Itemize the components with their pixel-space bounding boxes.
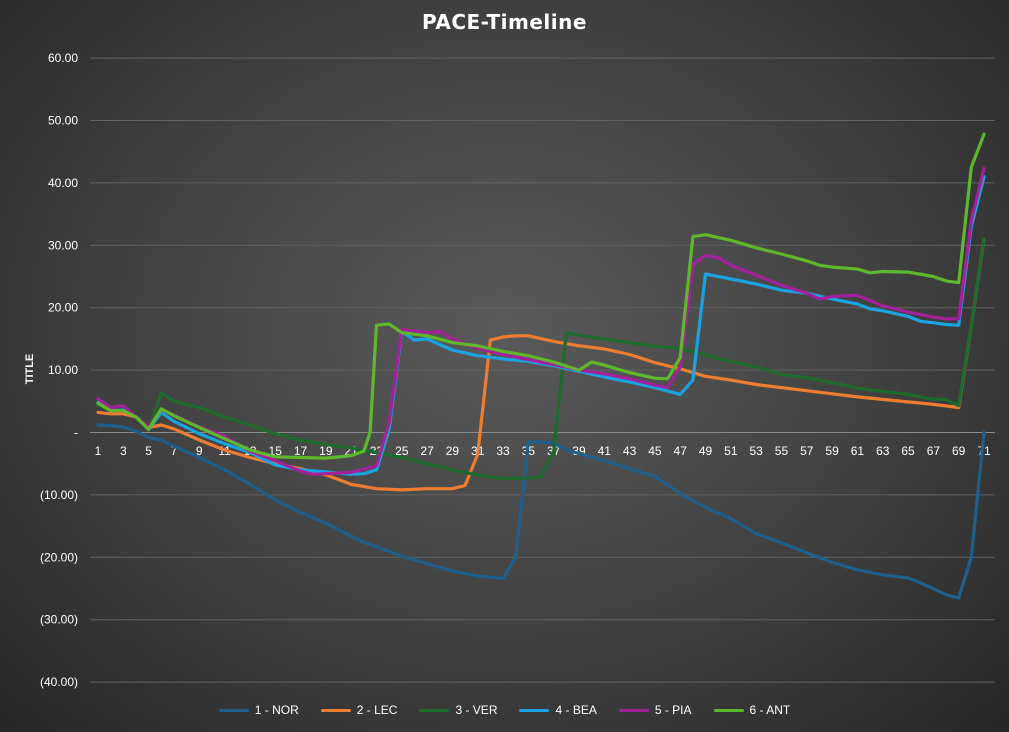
x-tick-label: 55 (775, 444, 789, 458)
y-tick-label: 40.00 (48, 176, 78, 190)
x-tick-label: 61 (851, 444, 865, 458)
y-tick-label: (10.00) (40, 488, 78, 502)
series-lines (96, 132, 986, 600)
x-tick-label: 27 (420, 444, 434, 458)
y-tick-label: 20.00 (48, 301, 78, 315)
x-tick-label: 45 (648, 444, 662, 458)
legend-label: 4 - BEA (555, 703, 597, 717)
x-tick-label: 29 (446, 444, 460, 458)
x-tick-label: 59 (825, 444, 839, 458)
x-tick-label: 69 (952, 444, 966, 458)
legend-item: 3 - VER (419, 703, 497, 717)
x-tick-label: 25 (395, 444, 409, 458)
x-tick-label: 41 (598, 444, 612, 458)
x-tick-label: 65 (901, 444, 915, 458)
y-axis-tick-labels: 60.00 50.00 40.00 30.00 20.00 10.00 - (10.00) (2… (40, 51, 78, 689)
y-tick-label: 60.00 (48, 51, 78, 65)
y-tick-label: 30.00 (48, 238, 78, 252)
x-tick-label: 3 (120, 444, 127, 458)
x-tick-label: 47 (674, 444, 688, 458)
series-line (96, 166, 986, 476)
legend-swatch (618, 708, 649, 712)
legend-label: 3 - VER (455, 703, 498, 717)
chart-legend: 1 - NOR 2 - LEC 3 - VER 4 - BEA 5 - PIA 6 - A… (0, 703, 1009, 717)
x-tick-label: 51 (724, 444, 738, 458)
y-tick-label: (20.00) (40, 550, 78, 564)
series-line (96, 423, 986, 600)
x-tick-label: 1 (95, 444, 102, 458)
x-tick-label: 17 (294, 444, 308, 458)
legend-label: 1 - NOR (254, 703, 299, 717)
y-tick-label: - (74, 426, 78, 440)
gridlines (90, 57, 995, 683)
y-tick-label: 50.00 (48, 114, 78, 128)
x-tick-label: 9 (196, 444, 203, 458)
legend-label: 6 - ANT (749, 703, 791, 717)
series-line (96, 237, 986, 481)
x-tick-label: 49 (699, 444, 713, 458)
series-line (96, 175, 986, 476)
legend-swatch (519, 708, 550, 712)
legend-item: 2 - LEC (320, 703, 398, 717)
legend-label: 2 - LEC (356, 703, 398, 717)
x-tick-label: 5 (145, 444, 152, 458)
legend-swatch (218, 708, 249, 712)
x-tick-label: 57 (800, 444, 814, 458)
x-tick-label: 63 (876, 444, 890, 458)
series-line (96, 237, 986, 492)
x-tick-label: 67 (927, 444, 941, 458)
y-tick-label: 10.00 (48, 363, 78, 377)
y-axis-title: TITLE (24, 354, 36, 385)
legend-item: 5 - PIA (618, 703, 692, 717)
x-tick-label: 7 (171, 444, 178, 458)
legend-swatch (320, 708, 351, 712)
chart-title: PACE-Timeline (422, 10, 587, 34)
x-tick-label: 33 (496, 444, 510, 458)
legend-swatch (419, 708, 450, 712)
x-tick-label: 43 (623, 444, 637, 458)
x-tick-label: 53 (749, 444, 763, 458)
series-line (96, 132, 986, 460)
y-tick-label: (30.00) (40, 613, 78, 627)
y-tick-label: (40.00) (40, 675, 78, 689)
x-tick-label: 19 (319, 444, 333, 458)
legend-item: 4 - BEA (519, 703, 597, 717)
legend-label: 5 - PIA (654, 703, 692, 717)
legend-swatch (713, 708, 744, 712)
legend-item: 6 - ANT (713, 703, 791, 717)
legend-item: 1 - NOR (218, 703, 299, 717)
